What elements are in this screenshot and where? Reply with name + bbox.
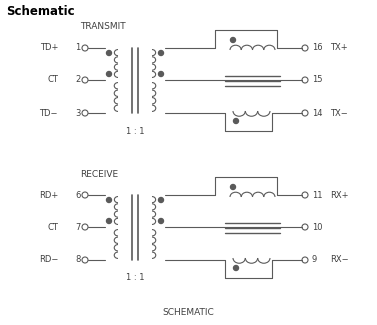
Text: SCHEMATIC: SCHEMATIC (162, 308, 215, 317)
Text: 11: 11 (312, 190, 322, 200)
Text: 10: 10 (312, 223, 322, 231)
Text: 8: 8 (75, 255, 80, 265)
Text: 7: 7 (75, 223, 80, 231)
Text: TD+: TD+ (40, 44, 58, 53)
Circle shape (158, 50, 164, 56)
Text: 1: 1 (75, 44, 80, 53)
Text: 1 : 1: 1 : 1 (126, 126, 144, 136)
Text: 3: 3 (75, 109, 80, 118)
Text: Schematic: Schematic (6, 5, 75, 18)
Text: 1 : 1: 1 : 1 (126, 274, 144, 282)
Text: TRANSMIT: TRANSMIT (80, 22, 126, 31)
Text: RECEIVE: RECEIVE (80, 170, 118, 179)
Text: 9: 9 (312, 255, 317, 265)
Text: CT: CT (47, 75, 58, 84)
Circle shape (230, 37, 236, 43)
Circle shape (106, 198, 112, 202)
Circle shape (158, 218, 164, 224)
Text: 2: 2 (75, 75, 80, 84)
Circle shape (158, 198, 164, 202)
Circle shape (106, 218, 112, 224)
Circle shape (106, 72, 112, 76)
Circle shape (158, 72, 164, 76)
Text: RX+: RX+ (330, 190, 348, 200)
Circle shape (233, 266, 239, 270)
Text: 6: 6 (75, 190, 80, 200)
Circle shape (233, 119, 239, 124)
Text: RX−: RX− (330, 255, 349, 265)
Text: TX+: TX+ (330, 44, 348, 53)
Circle shape (106, 50, 112, 56)
Text: 14: 14 (312, 109, 322, 118)
Text: CT: CT (47, 223, 58, 231)
Text: RD+: RD+ (39, 190, 58, 200)
Text: RD−: RD− (38, 255, 58, 265)
Text: TX−: TX− (330, 109, 348, 118)
Text: 15: 15 (312, 75, 322, 84)
Circle shape (230, 185, 236, 189)
Text: TD−: TD− (40, 109, 58, 118)
Text: 16: 16 (312, 44, 323, 53)
